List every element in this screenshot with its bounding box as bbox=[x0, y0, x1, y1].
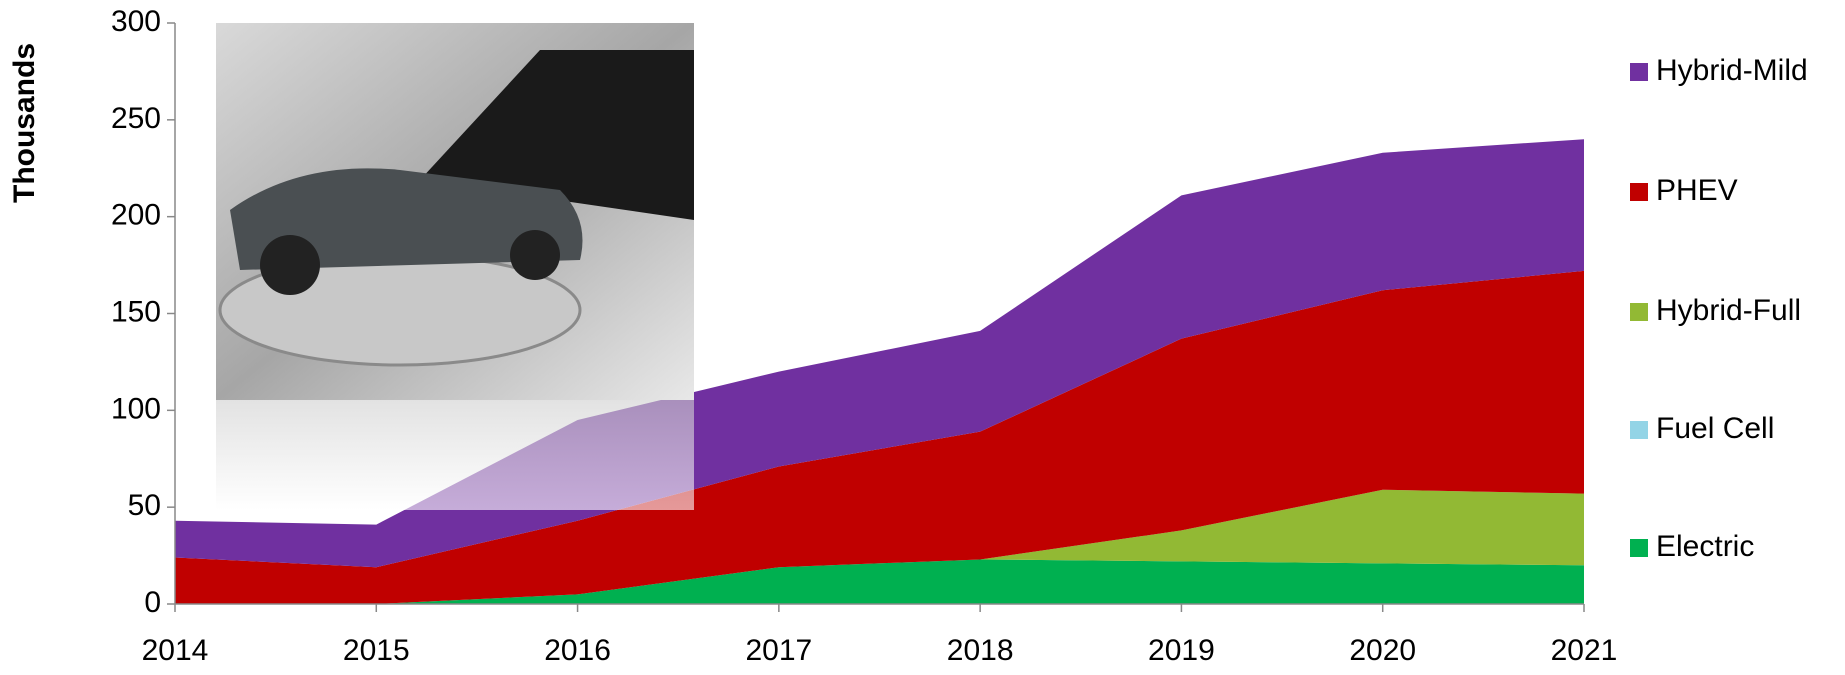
legend-swatch bbox=[1630, 303, 1648, 321]
x-tick-label: 2015 bbox=[343, 634, 410, 667]
legend-label: Hybrid-Full bbox=[1656, 294, 1801, 327]
photo bbox=[216, 23, 694, 510]
y-tick-label: 200 bbox=[111, 199, 161, 232]
legend-label: PHEV bbox=[1656, 174, 1738, 207]
x-tick-label: 2019 bbox=[1148, 634, 1215, 667]
y-tick-label: 100 bbox=[111, 392, 161, 425]
chart: Thousands 0 50 100 150 200 250 300 2014 2015 2016… bbox=[0, 0, 1845, 675]
x-tick-label: 2021 bbox=[1551, 634, 1618, 667]
legend-label: Hybrid-Mild bbox=[1656, 54, 1808, 87]
legend-swatch bbox=[1630, 539, 1648, 557]
y-tick-label: 50 bbox=[128, 489, 161, 522]
y-axis-title: Thousands bbox=[8, 43, 41, 203]
legend-swatch bbox=[1630, 63, 1648, 81]
y-tick-label: 250 bbox=[111, 102, 161, 135]
legend-label: Electric bbox=[1656, 530, 1754, 563]
legend-swatch bbox=[1630, 183, 1648, 201]
y-tick-label: 300 bbox=[111, 5, 161, 38]
x-tick-label: 2018 bbox=[947, 634, 1014, 667]
x-tick-label: 2016 bbox=[544, 634, 611, 667]
y-tick-label: 0 bbox=[144, 586, 161, 619]
x-tick-label: 2020 bbox=[1349, 634, 1416, 667]
legend-label: Fuel Cell bbox=[1656, 412, 1774, 445]
x-tick-label: 2017 bbox=[745, 634, 812, 667]
x-tick-label: 2014 bbox=[142, 634, 209, 667]
legend-swatch bbox=[1630, 421, 1648, 439]
y-tick-label: 150 bbox=[111, 295, 161, 328]
